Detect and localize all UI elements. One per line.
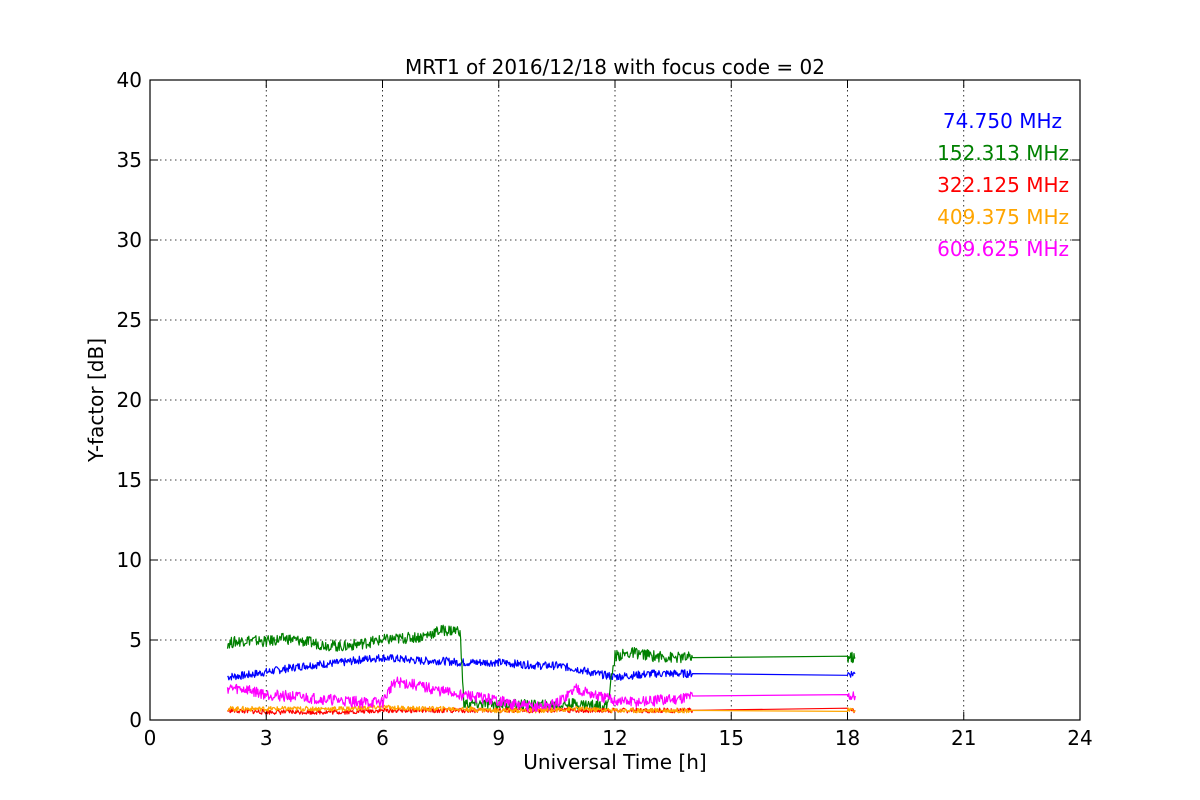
y-tick-label: 10 bbox=[117, 548, 142, 572]
y-tick-label: 25 bbox=[117, 308, 142, 332]
y-tick-label: 40 bbox=[117, 68, 142, 92]
x-tick-label: 18 bbox=[835, 726, 860, 750]
legend-entry: 322.125 MHz bbox=[937, 173, 1069, 197]
x-tick-label: 3 bbox=[260, 726, 273, 750]
x-tick-label: 0 bbox=[144, 726, 157, 750]
series-line-1 bbox=[226, 624, 856, 712]
y-axis-label: Y-factor [dB] bbox=[84, 338, 108, 463]
y-tick-label: 30 bbox=[117, 228, 142, 252]
y-tick-label: 20 bbox=[117, 388, 142, 412]
series-line-3 bbox=[227, 704, 856, 714]
legend-entry: 152.313 MHz bbox=[937, 141, 1069, 165]
legend-entry: 609.625 MHz bbox=[937, 237, 1069, 261]
x-tick-label: 6 bbox=[376, 726, 389, 750]
series-line-2 bbox=[226, 707, 856, 715]
x-tick-label: 24 bbox=[1067, 726, 1092, 750]
series-line-4 bbox=[226, 676, 856, 713]
y-tick-label: 35 bbox=[117, 148, 142, 172]
chart-title: MRT1 of 2016/12/18 with focus code = 02 bbox=[405, 55, 825, 79]
x-tick-label: 21 bbox=[951, 726, 976, 750]
legend: 74.750 MHz 152.313 MHz 322.125 MHz 409.375 … bbox=[937, 109, 1069, 261]
y-tick-label: 15 bbox=[117, 468, 142, 492]
x-tick-label: 9 bbox=[492, 726, 505, 750]
x-tick-label: 12 bbox=[602, 726, 627, 750]
legend-entry: 74.750 MHz bbox=[943, 109, 1062, 133]
series-layer bbox=[226, 624, 856, 715]
y-tick-label: 5 bbox=[129, 628, 142, 652]
legend-entry: 409.375 MHz bbox=[937, 205, 1069, 229]
x-tick-label: 15 bbox=[719, 726, 744, 750]
x-axis-label: Universal Time [h] bbox=[523, 750, 706, 774]
y-tick-label: 0 bbox=[129, 708, 142, 732]
ticks: 0 3 6 9 12 15 18 21 24 0 5 10 15 20 25 30 35 40 bbox=[117, 68, 1093, 750]
series-line-0 bbox=[227, 654, 856, 681]
